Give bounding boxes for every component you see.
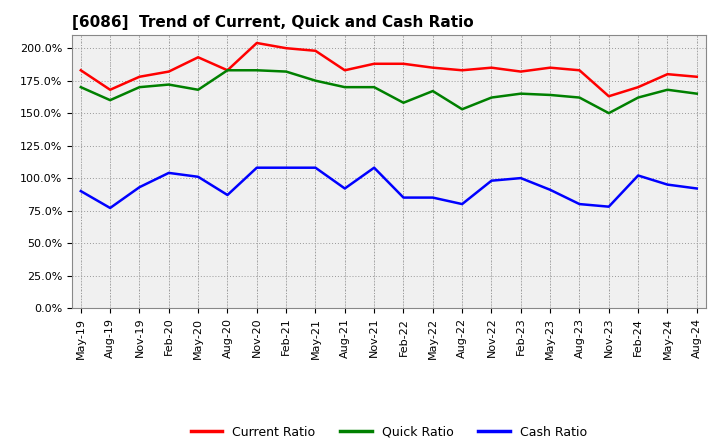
Cash Ratio — [399, 195, 408, 200]
Current Ratio — [194, 55, 202, 60]
Quick Ratio — [76, 84, 85, 90]
Quick Ratio — [634, 95, 642, 100]
Text: [6086]  Trend of Current, Quick and Cash Ratio: [6086] Trend of Current, Quick and Cash … — [72, 15, 474, 30]
Current Ratio — [458, 68, 467, 73]
Quick Ratio — [693, 91, 701, 96]
Quick Ratio — [194, 87, 202, 92]
Quick Ratio — [341, 84, 349, 90]
Current Ratio — [106, 87, 114, 92]
Cash Ratio — [487, 178, 496, 183]
Quick Ratio — [399, 100, 408, 106]
Quick Ratio — [546, 92, 554, 98]
Cash Ratio — [164, 170, 173, 176]
Current Ratio — [135, 74, 144, 79]
Line: Current Ratio: Current Ratio — [81, 43, 697, 96]
Quick Ratio — [516, 91, 525, 96]
Current Ratio — [575, 68, 584, 73]
Quick Ratio — [663, 87, 672, 92]
Current Ratio — [546, 65, 554, 70]
Current Ratio — [223, 68, 232, 73]
Cash Ratio — [428, 195, 437, 200]
Quick Ratio — [311, 78, 320, 83]
Cash Ratio — [282, 165, 290, 170]
Cash Ratio — [546, 187, 554, 192]
Cash Ratio — [575, 202, 584, 207]
Cash Ratio — [135, 184, 144, 190]
Quick Ratio — [458, 106, 467, 112]
Quick Ratio — [164, 82, 173, 87]
Cash Ratio — [663, 182, 672, 187]
Legend: Current Ratio, Quick Ratio, Cash Ratio: Current Ratio, Quick Ratio, Cash Ratio — [186, 421, 592, 440]
Current Ratio — [341, 68, 349, 73]
Cash Ratio — [370, 165, 379, 170]
Quick Ratio — [575, 95, 584, 100]
Current Ratio — [76, 68, 85, 73]
Quick Ratio — [370, 84, 379, 90]
Quick Ratio — [135, 84, 144, 90]
Cash Ratio — [605, 204, 613, 209]
Cash Ratio — [458, 202, 467, 207]
Quick Ratio — [487, 95, 496, 100]
Quick Ratio — [223, 68, 232, 73]
Current Ratio — [253, 40, 261, 46]
Current Ratio — [282, 46, 290, 51]
Cash Ratio — [223, 192, 232, 198]
Cash Ratio — [106, 205, 114, 211]
Current Ratio — [370, 61, 379, 66]
Quick Ratio — [428, 88, 437, 94]
Current Ratio — [487, 65, 496, 70]
Current Ratio — [311, 48, 320, 53]
Cash Ratio — [194, 174, 202, 180]
Quick Ratio — [253, 68, 261, 73]
Quick Ratio — [282, 69, 290, 74]
Quick Ratio — [106, 98, 114, 103]
Line: Cash Ratio: Cash Ratio — [81, 168, 697, 208]
Cash Ratio — [516, 176, 525, 181]
Current Ratio — [399, 61, 408, 66]
Current Ratio — [634, 84, 642, 90]
Cash Ratio — [76, 188, 85, 194]
Current Ratio — [428, 65, 437, 70]
Line: Quick Ratio: Quick Ratio — [81, 70, 697, 113]
Cash Ratio — [311, 165, 320, 170]
Current Ratio — [605, 94, 613, 99]
Cash Ratio — [634, 173, 642, 178]
Current Ratio — [164, 69, 173, 74]
Current Ratio — [516, 69, 525, 74]
Current Ratio — [693, 74, 701, 79]
Current Ratio — [663, 72, 672, 77]
Cash Ratio — [693, 186, 701, 191]
Quick Ratio — [605, 110, 613, 116]
Cash Ratio — [341, 186, 349, 191]
Cash Ratio — [253, 165, 261, 170]
